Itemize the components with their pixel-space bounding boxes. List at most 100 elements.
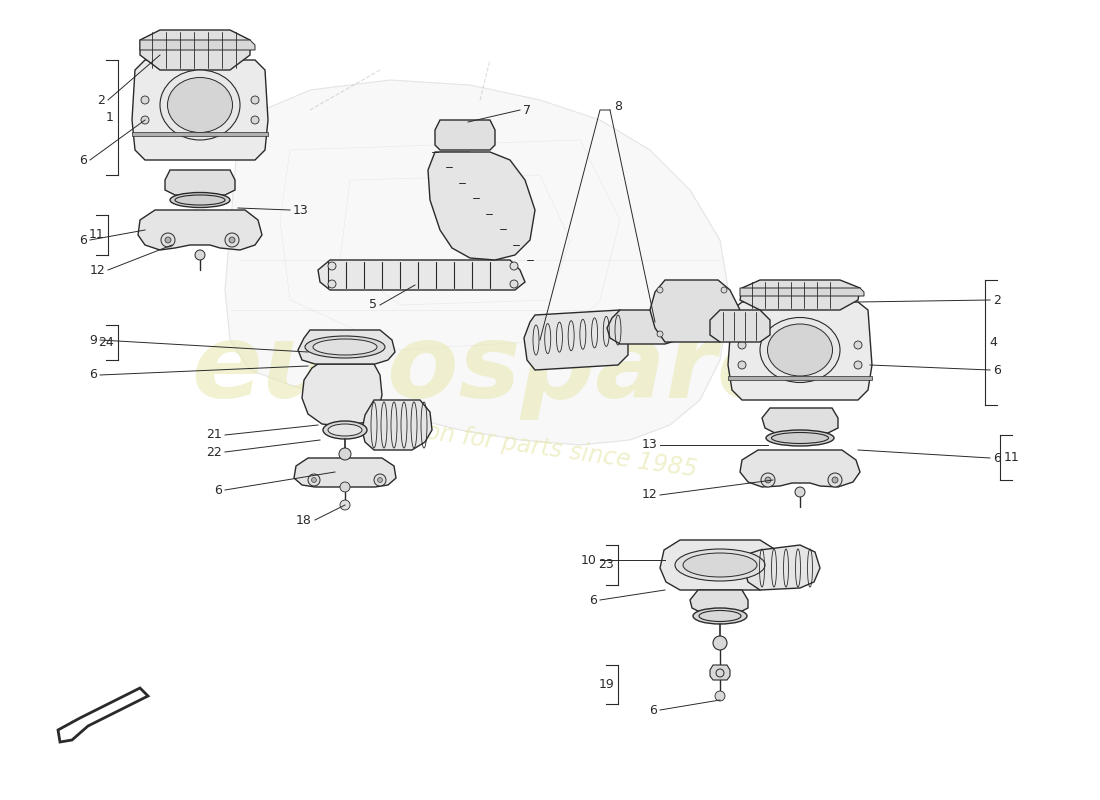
Ellipse shape — [675, 549, 764, 581]
Text: 6: 6 — [214, 483, 222, 497]
Circle shape — [832, 477, 838, 483]
Polygon shape — [165, 170, 235, 195]
Circle shape — [854, 361, 862, 369]
Circle shape — [311, 478, 317, 482]
Text: 24: 24 — [98, 336, 114, 349]
Polygon shape — [464, 222, 498, 227]
Text: 21: 21 — [207, 429, 222, 442]
Polygon shape — [434, 120, 495, 150]
Polygon shape — [428, 152, 535, 260]
Polygon shape — [298, 330, 395, 364]
Text: 6: 6 — [993, 363, 1001, 377]
Text: 18: 18 — [296, 514, 312, 526]
Text: 11: 11 — [1004, 451, 1020, 464]
Circle shape — [165, 237, 170, 243]
Ellipse shape — [160, 70, 240, 140]
Circle shape — [229, 237, 235, 243]
Text: 8: 8 — [614, 101, 622, 114]
Circle shape — [328, 280, 336, 288]
Ellipse shape — [314, 339, 377, 355]
Polygon shape — [438, 152, 472, 155]
Polygon shape — [453, 192, 487, 195]
Text: 6: 6 — [89, 369, 97, 382]
Polygon shape — [650, 280, 740, 342]
Polygon shape — [740, 288, 864, 296]
Circle shape — [141, 116, 149, 124]
Polygon shape — [138, 210, 262, 250]
Circle shape — [720, 287, 727, 293]
Text: 22: 22 — [207, 446, 222, 458]
Circle shape — [795, 487, 805, 497]
Polygon shape — [728, 376, 872, 380]
Polygon shape — [140, 40, 255, 50]
Polygon shape — [690, 590, 748, 612]
Circle shape — [226, 233, 239, 247]
Text: 12: 12 — [641, 489, 657, 502]
Text: eurospares: eurospares — [190, 319, 849, 421]
Circle shape — [713, 636, 727, 650]
Text: 6: 6 — [79, 154, 87, 166]
Text: a passion for parts since 1985: a passion for parts since 1985 — [342, 408, 698, 482]
Text: 23: 23 — [598, 558, 614, 571]
Circle shape — [854, 341, 862, 349]
Circle shape — [510, 262, 518, 270]
Circle shape — [251, 96, 258, 104]
Circle shape — [657, 287, 663, 293]
Polygon shape — [468, 232, 502, 235]
Polygon shape — [140, 30, 250, 70]
Circle shape — [195, 250, 205, 260]
Circle shape — [161, 233, 175, 247]
Ellipse shape — [328, 424, 362, 436]
Polygon shape — [740, 450, 860, 487]
Circle shape — [657, 331, 663, 337]
Polygon shape — [660, 540, 780, 590]
Polygon shape — [58, 688, 148, 742]
Text: 4: 4 — [989, 336, 997, 349]
Polygon shape — [446, 172, 480, 175]
Text: 19: 19 — [598, 678, 614, 691]
Ellipse shape — [683, 553, 757, 577]
Polygon shape — [362, 400, 432, 450]
Polygon shape — [710, 310, 770, 342]
Text: 6: 6 — [649, 703, 657, 717]
Text: 6: 6 — [590, 594, 597, 606]
Polygon shape — [762, 408, 838, 433]
Ellipse shape — [305, 336, 385, 358]
Polygon shape — [740, 280, 860, 310]
Text: 2: 2 — [97, 94, 104, 106]
Ellipse shape — [693, 608, 747, 624]
Polygon shape — [302, 364, 382, 426]
Polygon shape — [318, 260, 525, 290]
Circle shape — [720, 331, 727, 337]
Polygon shape — [607, 310, 685, 344]
Circle shape — [374, 474, 386, 486]
Polygon shape — [294, 458, 396, 487]
Circle shape — [377, 478, 383, 482]
Circle shape — [308, 474, 320, 486]
Text: 7: 7 — [522, 103, 531, 117]
Ellipse shape — [768, 324, 833, 376]
Circle shape — [141, 96, 149, 104]
Text: 11: 11 — [88, 229, 104, 242]
Polygon shape — [710, 665, 730, 680]
Text: 9: 9 — [89, 334, 97, 346]
Polygon shape — [132, 132, 268, 136]
Polygon shape — [524, 310, 628, 370]
Circle shape — [340, 482, 350, 492]
Polygon shape — [132, 60, 268, 160]
Ellipse shape — [167, 78, 232, 133]
Text: 1: 1 — [106, 111, 114, 124]
Polygon shape — [226, 80, 730, 445]
Ellipse shape — [323, 421, 367, 439]
Circle shape — [761, 473, 776, 487]
Ellipse shape — [766, 430, 834, 446]
Text: 13: 13 — [641, 438, 657, 451]
Text: 12: 12 — [89, 263, 104, 277]
Circle shape — [715, 691, 725, 701]
Polygon shape — [744, 545, 820, 590]
Ellipse shape — [170, 193, 230, 207]
Circle shape — [738, 361, 746, 369]
Polygon shape — [449, 182, 483, 187]
Circle shape — [328, 262, 336, 270]
Text: 2: 2 — [993, 294, 1001, 306]
